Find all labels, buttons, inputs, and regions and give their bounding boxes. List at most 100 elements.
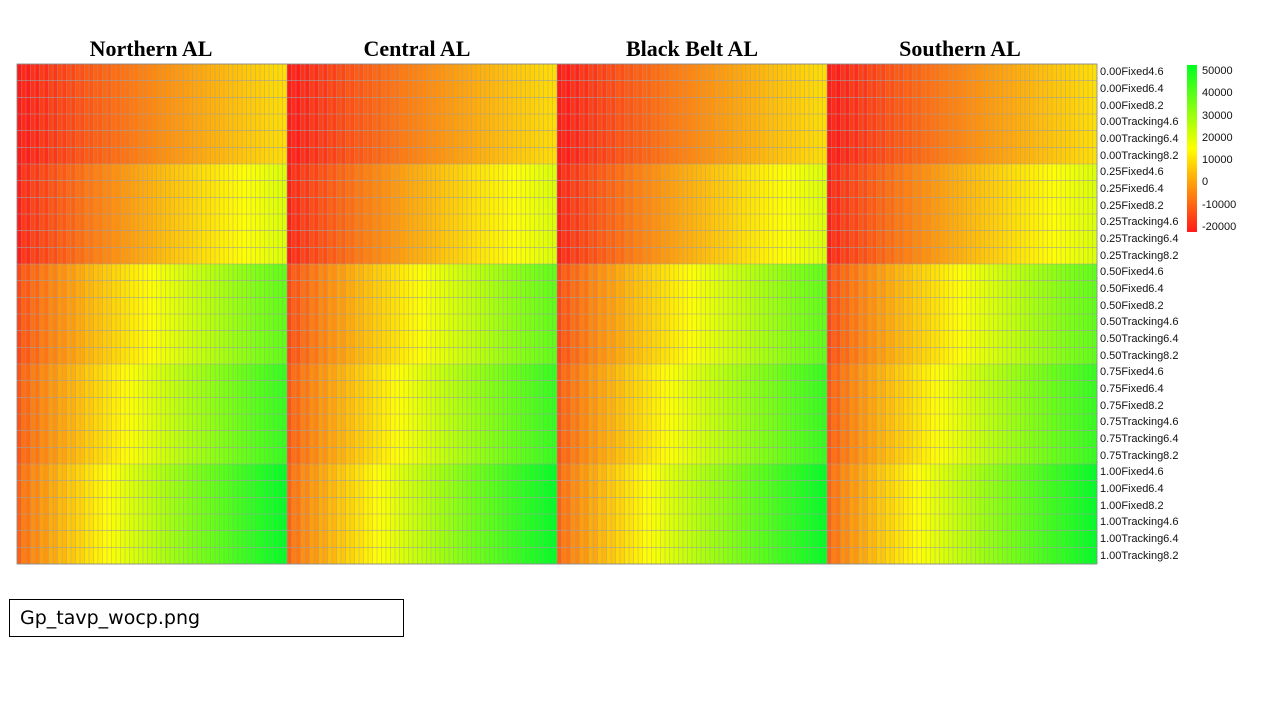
heatmap-cell: [107, 80, 112, 98]
heatmap-cell: [804, 230, 810, 248]
heatmap-cell: [408, 114, 414, 131]
heatmap-cell: [822, 147, 828, 165]
heatmap-cell: [17, 230, 22, 248]
heatmap-cell: [206, 264, 211, 281]
heatmap-cell: [876, 214, 882, 231]
heatmap-cell: [714, 280, 720, 298]
heatmap-cell: [30, 347, 36, 365]
heatmap-cell: [336, 380, 342, 398]
heatmap-cell: [305, 64, 310, 81]
heatmap-cell: [669, 380, 675, 398]
heatmap-cell: [435, 330, 441, 348]
heatmap-cell: [372, 264, 378, 281]
heatmap-cell: [363, 364, 369, 381]
heatmap-cell: [548, 180, 553, 198]
heatmap-cell: [993, 197, 999, 215]
heatmap-cell: [1074, 130, 1080, 148]
heatmap-cell: [435, 64, 441, 81]
heatmap-cell: [314, 330, 319, 348]
heatmap-cell: [566, 180, 571, 198]
heatmap-cell: [678, 380, 684, 398]
heatmap-cell: [701, 380, 706, 398]
heatmap-cell: [777, 214, 783, 231]
heatmap-cell: [854, 97, 859, 115]
heatmap-cell: [494, 97, 499, 115]
heatmap-cell: [273, 314, 279, 331]
heatmap-cell: [1025, 330, 1030, 348]
heatmap-cell: [827, 97, 832, 115]
heatmap-cell: [561, 297, 567, 315]
heatmap-cell: [89, 214, 94, 231]
heatmap-cell: [39, 147, 45, 165]
heatmap-cell: [998, 80, 1003, 98]
heatmap-cell: [152, 114, 157, 131]
heatmap-cell: [683, 397, 688, 415]
heatmap-cell: [255, 280, 261, 298]
heatmap-cell: [1088, 147, 1093, 165]
heatmap-cell: [1034, 347, 1039, 365]
heatmap-cell: [233, 197, 238, 215]
heatmap-cell: [795, 214, 801, 231]
heatmap-cell: [858, 230, 864, 248]
heatmap-cell: [809, 247, 814, 265]
heatmap-cell: [300, 280, 306, 298]
heatmap-cell: [152, 380, 157, 398]
heatmap-cell: [602, 314, 607, 331]
heatmap-cell: [993, 330, 999, 348]
heatmap-cell: [696, 97, 702, 115]
heatmap-cell: [1034, 180, 1039, 198]
heatmap-cell: [737, 397, 742, 415]
heatmap-cell: [435, 280, 441, 298]
heatmap-cell: [422, 147, 427, 165]
heatmap-cell: [741, 297, 747, 315]
heatmap-cell: [372, 164, 378, 181]
heatmap-cell: [521, 364, 526, 381]
heatmap-cell: [840, 347, 846, 365]
heatmap-cell: [534, 180, 540, 198]
heatmap-cell: [291, 147, 297, 165]
heatmap-cell: [548, 314, 553, 331]
heatmap-cell: [831, 180, 837, 198]
heatmap-cell: [341, 197, 346, 215]
heatmap-cell: [80, 130, 85, 148]
heatmap-cell: [750, 114, 756, 131]
heatmap-cell: [395, 214, 400, 231]
heatmap-cell: [561, 114, 567, 131]
heatmap-cell: [386, 230, 391, 248]
heatmap-cell: [381, 364, 387, 381]
heatmap-cell: [449, 147, 454, 165]
heatmap-cell: [912, 64, 918, 81]
heatmap-cell: [341, 380, 346, 398]
heatmap-cell: [597, 297, 603, 315]
heatmap-cell: [395, 347, 400, 365]
heatmap-cell: [719, 80, 724, 98]
heatmap-cell: [741, 380, 747, 398]
heatmap-cell: [111, 280, 117, 298]
heatmap-cell: [395, 314, 400, 331]
heatmap-cell: [876, 114, 882, 131]
heatmap-cell: [498, 264, 504, 281]
heatmap-cell: [939, 280, 945, 298]
heatmap-cell: [642, 297, 648, 315]
heatmap-cell: [908, 330, 913, 348]
heatmap-cell: [1074, 147, 1080, 165]
heatmap-cell: [602, 64, 607, 81]
heatmap-cell: [251, 180, 256, 198]
heatmap-cell: [746, 330, 751, 348]
heatmap-cell: [998, 264, 1003, 281]
heatmap-cell: [350, 164, 355, 181]
heatmap-cell: [908, 297, 913, 315]
heatmap-cell: [579, 297, 585, 315]
heatmap-cell: [818, 130, 823, 148]
heatmap-cell: [1011, 214, 1017, 231]
heatmap-cell: [557, 347, 562, 365]
heatmap-cell: [809, 114, 814, 131]
heatmap-cell: [642, 347, 648, 365]
heatmap-cell: [795, 97, 801, 115]
heatmap-cell: [224, 397, 229, 415]
heatmap-cell: [575, 347, 580, 365]
heatmap-cell: [237, 297, 243, 315]
heatmap-cell: [840, 230, 846, 248]
heatmap-cell: [966, 264, 972, 281]
heatmap-cell: [354, 130, 360, 148]
